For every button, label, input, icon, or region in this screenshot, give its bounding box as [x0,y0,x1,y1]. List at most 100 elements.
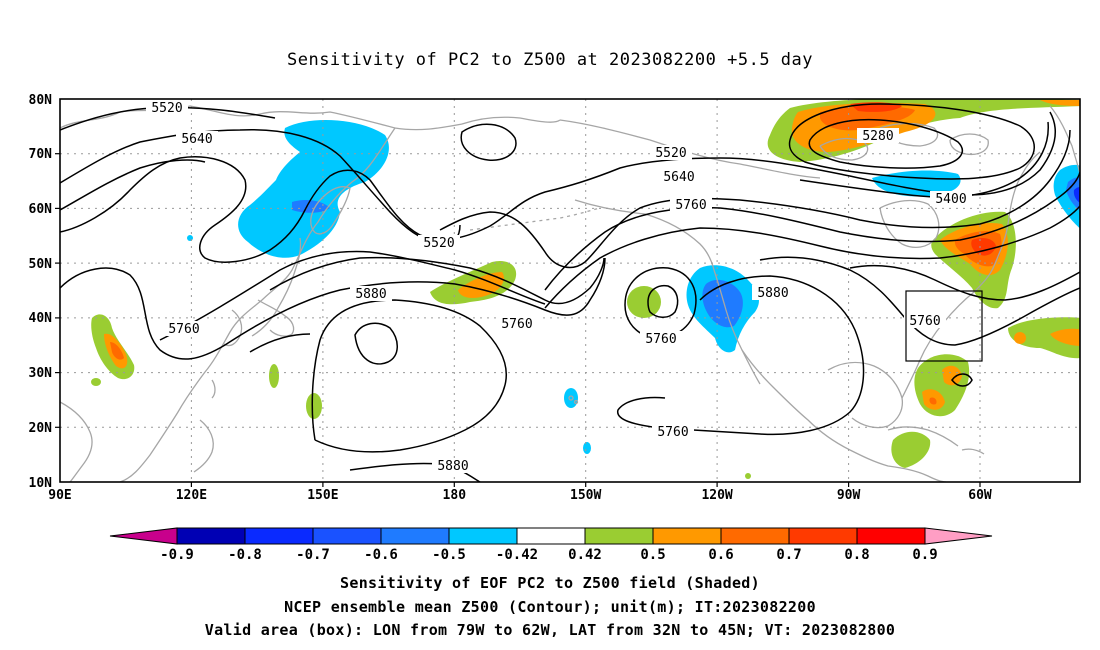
svg-text:5520: 5520 [655,146,686,161]
lon-tick-label: 60W [968,488,992,503]
contour-5760 [60,257,606,360]
coastline [949,133,989,156]
lon-tick-label: 120W [701,488,732,503]
positive-sensitivity-core [929,397,937,405]
contour-5760 [647,284,679,318]
contour-label: 5760 [163,321,205,337]
contour-label: 5880 [0,0,16,4]
svg-text:5640: 5640 [663,170,694,185]
svg-text:5880: 5880 [437,459,468,474]
positive-sensitivity-core [1014,332,1026,344]
contour-label: 5640 [658,169,700,185]
coastline [887,426,959,447]
positive-sensitivity-core [1050,328,1080,346]
contour-label: 5760 [670,197,712,213]
svg-text:5880: 5880 [757,286,788,301]
contour-label: 5760 [904,313,946,329]
lon-tick-label: 150W [570,488,601,503]
colorbar-segment [448,527,518,545]
colorbar-labels: -0.9 -0.8 -0.7 -0.6 -0.5 -0.42 0.42 0.5 … [160,547,938,563]
coastline [741,349,761,385]
svg-text:5760: 5760 [501,317,532,332]
positive-sensitivity-region [891,431,931,468]
colorbar-segment [788,527,858,545]
svg-text:5760: 5760 [168,322,199,337]
coastline [193,419,214,473]
coastlines [60,105,1080,482]
sensitivity-shading [91,99,1080,479]
coastline [60,401,93,482]
colorbar-tick-label: -0.9 [160,547,194,563]
colorbar-tick-label: -0.8 [228,547,262,563]
lat-tick-label: 30N [29,366,53,381]
contour-5280 [808,118,963,169]
colorbar-tick-label: -0.7 [296,547,330,563]
contour-5760 [159,250,546,341]
caption-contour: NCEP ensemble mean Z500 (Contour); unit(… [284,598,816,616]
colorbar-tick-label: -0.5 [432,547,466,563]
coastline [879,199,940,249]
positive-sensitivity-region [1008,317,1080,359]
colorbar-tick-label: 0.42 [568,547,602,563]
negative-sensitivity-core [292,200,330,213]
coastline [849,449,947,482]
negative-sensitivity-core [702,279,743,328]
svg-text:5760: 5760 [645,332,676,347]
axis-ticks [55,153,981,487]
contour-5280 [788,103,1035,180]
positive-sensitivity-core [110,342,124,360]
contour-5880 [617,275,865,436]
colorbar-segment [312,527,382,545]
chart-title: Sensitivity of PC2 to Z500 at 2023082200… [286,50,813,70]
negative-sensitivity-core [1066,177,1080,211]
positive-sensitivity-speck [91,378,101,386]
contour-5880 [311,299,507,453]
positive-sensitivity-speck [745,473,751,479]
coastline [394,116,561,131]
contour-label: 5640 [176,131,218,147]
colorbar-tick-label: 0.6 [708,547,733,563]
svg-text:5520: 5520 [423,236,454,251]
contour-label: 5760 [640,331,682,347]
contour-5640 [60,111,1056,263]
contour-5520 [60,159,206,211]
colorbar-under-triangle [109,527,178,545]
svg-text:5760: 5760 [675,198,706,213]
contour-label: 5280 [857,128,899,144]
colorbar-tick-label: -0.6 [364,547,398,563]
positive-sensitivity-core [971,238,996,256]
coastline [568,395,574,401]
positive-sensitivity-core [820,105,915,131]
colorbar-segment [516,527,586,545]
contour-label: 5520 [146,100,188,116]
lon-tick-label: 90E [48,488,71,503]
negative-sensitivity-speck [564,388,578,408]
contour-label: 5760 [496,316,538,332]
positive-sensitivity-speck [269,364,279,388]
contour-label: 5880 [752,285,794,301]
coastline [310,186,351,235]
lat-tick-label: 20N [29,421,53,436]
contour-label: 5520 [418,235,460,251]
coastline [559,119,821,179]
contour-5760 [624,267,697,339]
colorbar-segment [652,527,722,545]
colorbar-segment [380,527,450,545]
caption-shaded: Sensitivity of EOF PC2 to Z500 field (Sh… [340,574,760,592]
coastline [573,399,579,405]
positive-sensitivity-speck [306,393,322,419]
negative-sensitivity-core [1073,187,1080,203]
colorbar [109,527,993,545]
contour-5760 [759,256,1080,346]
contour-5880 [849,264,1080,301]
svg-text:5760: 5760 [657,425,688,440]
coastline [119,127,396,482]
svg-text:5880: 5880 [355,287,386,302]
lat-tick-labels: 10N 20N 30N 40N 50N 60N 70N 80N [29,93,53,491]
positive-sensitivity-core [942,365,962,386]
lat-tick-label: 70N [29,147,53,162]
colorbar-segment [584,527,654,545]
coastline [257,299,295,337]
lon-tick-label: 120E [176,488,207,503]
